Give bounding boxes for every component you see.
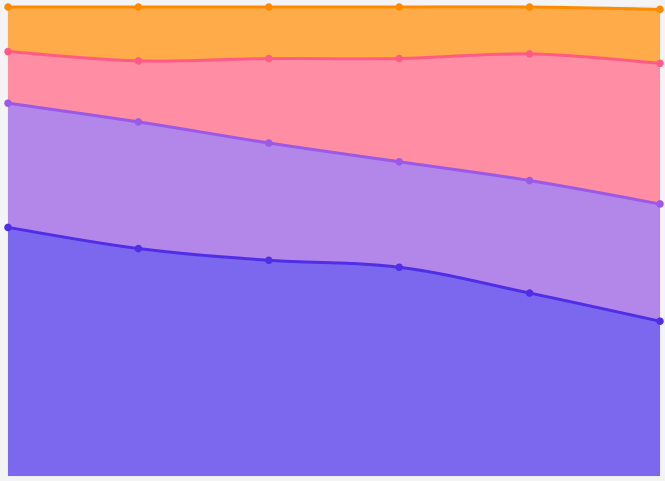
point-series-1-3[interactable] [265, 256, 273, 265]
line-series-1 [6, 225, 662, 323]
point-series-4-1[interactable] [4, 3, 12, 11]
point-series-1-1[interactable] [4, 223, 12, 232]
point-series-2-3[interactable] [265, 139, 273, 147]
point-series-2-5[interactable] [525, 176, 534, 185]
point-series-4-2[interactable] [134, 3, 143, 11]
series-lines [6, 5, 662, 323]
line-series-4 [6, 5, 662, 11]
point-series-2-6[interactable] [656, 200, 664, 208]
point-series-1-6[interactable] [656, 317, 664, 326]
point-series-4-4[interactable] [395, 3, 404, 11]
area-series-3 [8, 51, 660, 204]
point-series-1-2[interactable] [134, 244, 143, 253]
area-series-2 [8, 103, 660, 322]
point-series-2-1[interactable] [4, 99, 12, 107]
point-series-2-4[interactable] [395, 157, 404, 166]
point-series-4-6[interactable] [656, 5, 664, 14]
area-series-1 [8, 227, 660, 476]
point-series-2-2[interactable] [134, 118, 143, 126]
point-series-1-4[interactable] [395, 263, 404, 272]
areas [8, 6, 660, 476]
line-series-2 [6, 101, 662, 206]
point-series-3-6[interactable] [656, 59, 664, 68]
point-series-3-1[interactable] [4, 47, 12, 56]
area-series-4 [8, 6, 660, 64]
point-series-4-5[interactable] [525, 3, 534, 11]
point-series-3-4[interactable] [395, 54, 404, 63]
point-series-1-5[interactable] [525, 289, 534, 297]
point-series-3-2[interactable] [134, 57, 143, 65]
line-series-3 [6, 50, 662, 65]
point-series-3-3[interactable] [265, 54, 273, 63]
point-series-3-5[interactable] [525, 50, 534, 58]
point-series-4-3[interactable] [265, 3, 273, 11]
data-points [4, 3, 664, 326]
